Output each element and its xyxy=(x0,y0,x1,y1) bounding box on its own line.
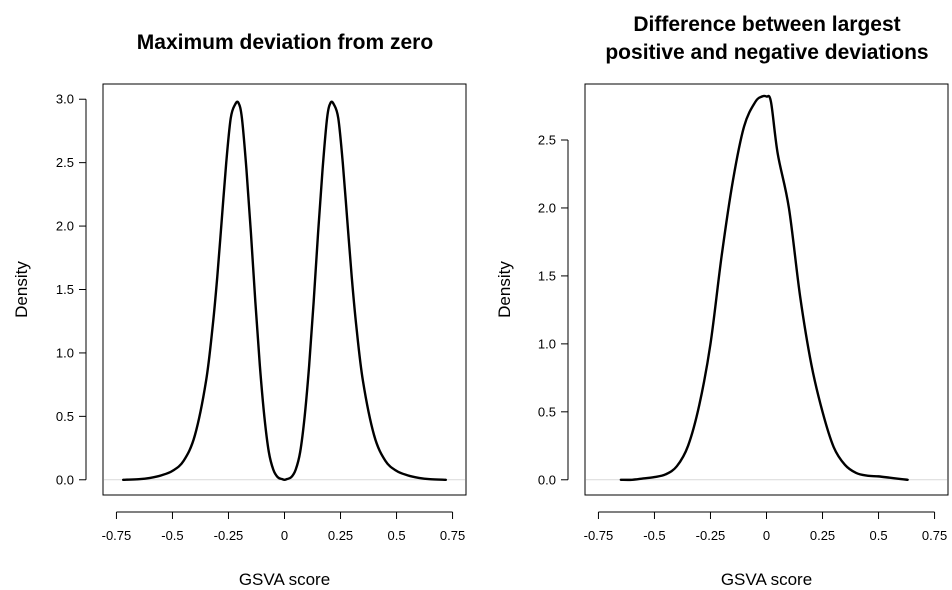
y-tick-label: 0.0 xyxy=(56,472,74,487)
y-tick-label: 0.5 xyxy=(538,404,556,419)
chart-title-line: positive and negative deviations xyxy=(605,41,928,64)
x-axis-label: GSVA score xyxy=(721,570,812,589)
y-tick-label: 0.5 xyxy=(56,409,74,424)
x-axis-label: GSVA score xyxy=(239,570,330,589)
chart-title-line: Difference between largest xyxy=(633,13,900,36)
x-tick-label: 0.75 xyxy=(440,528,465,543)
x-tick-label: -0.25 xyxy=(214,528,244,543)
density-chart-difference-deviations: Difference between largest positive and n… xyxy=(495,13,949,589)
x-tick-label: 0.25 xyxy=(328,528,353,543)
x-tick-label: 0 xyxy=(281,528,288,543)
y-tick-label: 1.5 xyxy=(538,268,556,283)
x-tick-label: -0.25 xyxy=(696,528,726,543)
density-curve xyxy=(121,100,448,481)
y-tick-label: 2.0 xyxy=(538,200,556,215)
y-tick-label: 1.0 xyxy=(538,336,556,351)
x-tick-label: -0.75 xyxy=(102,528,132,543)
y-tick-label: 2.5 xyxy=(538,132,556,147)
x-tick-label: -0.5 xyxy=(643,528,665,543)
x-tick-label: 0 xyxy=(763,528,770,543)
density-curve xyxy=(619,94,909,482)
plot-frame xyxy=(584,83,949,496)
y-tick-label: 2.5 xyxy=(56,155,74,170)
x-tick-label: 0.5 xyxy=(387,528,405,543)
density-chart-max-deviation: Maximum deviation from zero -0.75 -0.5 -0.2… xyxy=(12,31,467,589)
x-tick-label: 0.25 xyxy=(810,528,835,543)
y-tick-label: 2.0 xyxy=(56,219,74,234)
y-tick-label: 0.0 xyxy=(538,472,556,487)
y-axis-label: Density xyxy=(495,261,514,318)
plot-frame xyxy=(102,83,467,496)
x-tick-label: 0.75 xyxy=(922,528,947,543)
x-tick-label: 0.5 xyxy=(869,528,887,543)
x-tick-label: -0.75 xyxy=(584,528,614,543)
chart-title-line: Maximum deviation from zero xyxy=(137,31,433,54)
y-axis-label: Density xyxy=(12,261,31,318)
x-tick-label: -0.5 xyxy=(161,528,183,543)
y-tick-label: 3.0 xyxy=(56,92,74,107)
y-tick-label: 1.0 xyxy=(56,345,74,360)
y-tick-label: 1.5 xyxy=(56,282,74,297)
